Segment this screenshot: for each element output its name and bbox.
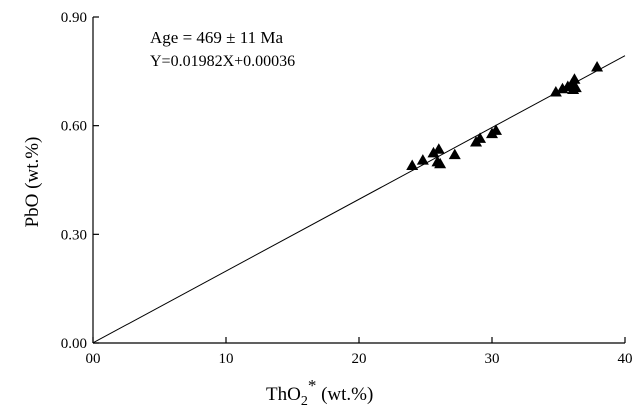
data-point	[432, 143, 445, 154]
y-axis-title: PbO (wt.%)	[22, 137, 43, 228]
data-point	[434, 157, 447, 169]
fit-line-layer	[92, 55, 626, 344]
equation-annotation: Y=0.01982X+0.00036	[150, 53, 295, 70]
x-tick-label: 20	[352, 351, 367, 367]
x-tick-label: 10	[219, 351, 234, 367]
axis-titles: PbO (wt.%) ThO2* (wt.%)	[22, 137, 373, 408]
x-tick-label: 00	[86, 351, 101, 367]
x-axis-title-main: ThO	[266, 384, 301, 405]
data-point	[569, 81, 582, 93]
data-point	[591, 60, 604, 72]
data-point	[448, 148, 461, 160]
x-axis-title-subscript: 2	[301, 394, 308, 408]
y-tick-label: 0.90	[61, 10, 87, 26]
y-tick-label: 0.00	[61, 336, 87, 352]
data-point	[549, 85, 562, 97]
data-points	[406, 60, 604, 171]
annotations: Age = 469 ± 11 Ma Y=0.01982X+0.00036	[150, 28, 295, 70]
data-point	[489, 124, 502, 135]
data-point	[474, 132, 487, 143]
y-tick-label: 0.30	[61, 227, 87, 243]
age-annotation: Age = 469 ± 11 Ma	[150, 28, 283, 47]
x-axis-title-units: (wt.%)	[316, 384, 373, 405]
y-tick-label: 0.60	[61, 119, 87, 135]
data-point	[568, 73, 581, 84]
x-tick-label: 30	[485, 351, 500, 367]
x-tick-label: 40	[618, 351, 633, 367]
x-axis-title: ThO2* (wt.%)	[266, 376, 373, 408]
data-point	[416, 154, 429, 165]
regression-line	[92, 55, 626, 344]
data-point	[406, 159, 419, 171]
data-point	[427, 146, 440, 158]
x-axis-title-superscript: *	[308, 376, 317, 395]
axes: 0.00 0.30 0.60 0.90 00 10 20 30 40	[61, 10, 633, 367]
